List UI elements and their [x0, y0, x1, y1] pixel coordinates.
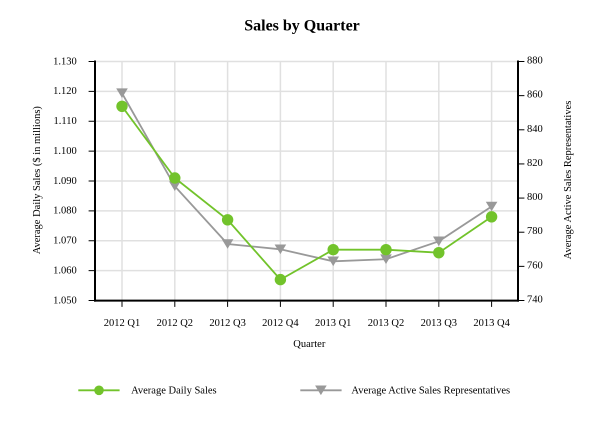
svg-text:820: 820: [527, 158, 543, 169]
svg-text:1.070: 1.070: [53, 236, 77, 247]
svg-text:2013 Q2: 2013 Q2: [368, 318, 404, 329]
svg-text:1.080: 1.080: [53, 206, 77, 217]
svg-text:2012 Q2: 2012 Q2: [157, 318, 193, 329]
svg-text:800: 800: [527, 192, 543, 203]
svg-text:1.100: 1.100: [53, 146, 77, 157]
svg-text:760: 760: [527, 260, 543, 271]
svg-text:2013 Q4: 2013 Q4: [473, 318, 510, 329]
svg-text:1.110: 1.110: [54, 116, 77, 127]
svg-text:1.120: 1.120: [53, 86, 77, 97]
svg-text:2012 Q1: 2012 Q1: [104, 318, 140, 329]
svg-text:Average Daily Sales ($ in mill: Average Daily Sales ($ in millions): [32, 106, 43, 255]
svg-text:2013 Q1: 2013 Q1: [315, 318, 351, 329]
svg-text:880: 880: [527, 56, 543, 67]
svg-text:2012 Q3: 2012 Q3: [209, 318, 245, 329]
svg-text:840: 840: [527, 124, 543, 135]
svg-text:780: 780: [527, 226, 543, 237]
svg-text:2012 Q4: 2012 Q4: [262, 318, 299, 329]
svg-text:860: 860: [527, 90, 543, 101]
svg-text:1.050: 1.050: [53, 295, 77, 306]
svg-text:740: 740: [527, 295, 543, 306]
svg-text:Average Daily Sales: Average Daily Sales: [131, 386, 217, 397]
svg-text:1.060: 1.060: [53, 265, 77, 276]
svg-text:2013 Q3: 2013 Q3: [421, 318, 457, 329]
svg-text:Average Active Sales Represent: Average Active Sales Representatives: [563, 101, 574, 260]
svg-text:1.090: 1.090: [53, 176, 77, 187]
svg-text:Sales by Quarter: Sales by Quarter: [244, 18, 360, 35]
svg-text:Quarter: Quarter: [293, 339, 326, 350]
svg-text:1.130: 1.130: [53, 56, 77, 67]
svg-text:Average Active Sales Represent: Average Active Sales Representatives: [351, 386, 510, 397]
